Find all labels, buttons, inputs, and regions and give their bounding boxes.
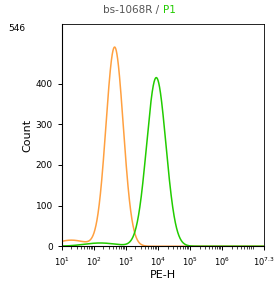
X-axis label: PE-H: PE-H xyxy=(150,271,176,281)
Text: bs-1068R /: bs-1068R / xyxy=(103,5,163,15)
Text: 546: 546 xyxy=(8,24,25,33)
Text: P1: P1 xyxy=(163,5,176,15)
Y-axis label: Count: Count xyxy=(23,119,33,152)
